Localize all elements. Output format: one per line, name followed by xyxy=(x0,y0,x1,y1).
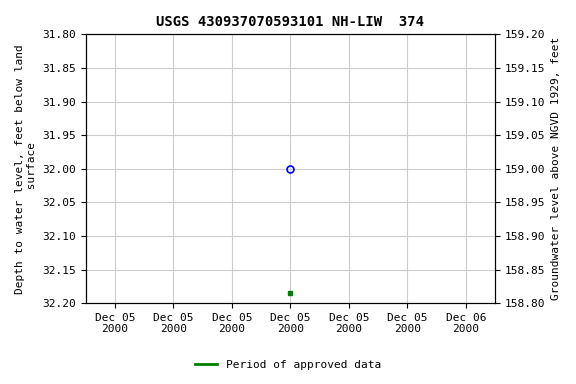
Legend: Period of approved data: Period of approved data xyxy=(191,356,385,375)
Title: USGS 430937070593101 NH-LIW  374: USGS 430937070593101 NH-LIW 374 xyxy=(157,15,425,29)
Y-axis label: Groundwater level above NGVD 1929, feet: Groundwater level above NGVD 1929, feet xyxy=(551,37,561,300)
Y-axis label: Depth to water level, feet below land
 surface: Depth to water level, feet below land su… xyxy=(15,44,37,294)
